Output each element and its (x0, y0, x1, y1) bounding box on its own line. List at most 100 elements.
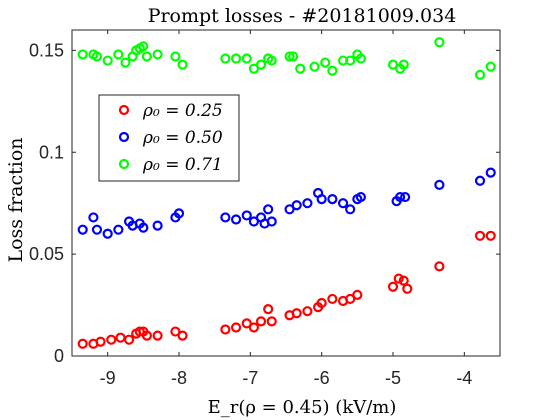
data-point (387, 281, 399, 292)
series-3 (77, 37, 496, 80)
data-point (77, 224, 88, 235)
y-tick-label: 0.05 (29, 244, 64, 264)
data-point (434, 37, 445, 48)
data-point (266, 316, 277, 327)
data-point (241, 53, 252, 64)
data-point (248, 322, 259, 333)
data-point (398, 59, 409, 70)
data-point (255, 59, 267, 70)
data-point (302, 198, 313, 209)
chart-title: Prompt losses - #20181009.034 (148, 5, 457, 27)
legend-marker (118, 131, 130, 143)
data-point (266, 216, 277, 227)
data-point (220, 324, 231, 335)
data-point (320, 57, 331, 68)
data-point (337, 198, 349, 209)
data-point (355, 191, 366, 203)
y-tick-label: 0.15 (29, 40, 64, 60)
data-point (474, 175, 486, 186)
data-point (291, 308, 302, 319)
x-tick-label: -9 (100, 368, 116, 388)
data-point (241, 318, 252, 329)
plot-area: -9 -8 -7 -6 -5 -4 0 0.05 0.1 0.15 (29, 29, 501, 388)
data-point (400, 191, 411, 203)
data-point (434, 179, 445, 190)
data-point (352, 289, 363, 300)
data-point (220, 212, 231, 223)
data-point (120, 57, 131, 68)
data-point (434, 261, 445, 272)
data-point (395, 191, 406, 203)
data-point (291, 200, 302, 211)
data-point (95, 336, 106, 347)
series-2 (77, 167, 496, 239)
legend-label: ρ₀ = 0.25 (142, 101, 223, 121)
data-point (77, 338, 88, 349)
data-point (295, 63, 306, 74)
data-point (485, 61, 496, 72)
data-point (152, 49, 163, 60)
data-point (113, 49, 124, 60)
data-point (387, 59, 399, 70)
data-point (402, 283, 413, 294)
data-point (327, 65, 338, 76)
data-point (230, 214, 242, 225)
data-point (474, 230, 486, 241)
data-point (485, 230, 496, 241)
data-point (263, 304, 274, 315)
data-point (152, 220, 163, 231)
data-point (177, 59, 188, 70)
data-point (102, 228, 113, 239)
data-point (266, 55, 277, 66)
data-point (345, 55, 356, 66)
series-1 (77, 230, 496, 349)
data-point (134, 326, 145, 337)
x-tick-label: -8 (171, 368, 187, 388)
data-point (102, 55, 113, 66)
data-point (309, 61, 320, 72)
y-tick-label: 0 (54, 346, 64, 366)
data-point (115, 332, 126, 343)
data-point (327, 194, 338, 205)
data-point (123, 334, 135, 345)
data-point (474, 69, 486, 80)
data-point (255, 316, 267, 327)
legend-label: ρ₀ = 0.71 (142, 155, 223, 175)
x-axis-label: E_r(ρ = 0.45) (kV/m) (208, 397, 397, 418)
data-point (263, 204, 274, 215)
legend: ρ₀ = 0.25 ρ₀ = 0.50 ρ₀ = 0.71 (98, 94, 240, 182)
data-point (345, 204, 356, 215)
data-point (398, 275, 409, 286)
legend-marker (118, 158, 130, 170)
data-point (230, 322, 242, 333)
data-point (345, 293, 356, 305)
data-point (152, 330, 163, 341)
x-tick-label: -5 (385, 368, 401, 388)
data-point (88, 212, 99, 223)
data-point (248, 216, 259, 227)
x-tick-label: -6 (314, 368, 330, 388)
data-point (138, 41, 149, 52)
data-point (327, 293, 338, 305)
data-point (355, 53, 366, 64)
data-point (91, 224, 103, 235)
data-point (393, 273, 404, 284)
legend-label: ρ₀ = 0.50 (142, 128, 223, 148)
data-point (138, 222, 149, 233)
data-point (177, 330, 188, 341)
data-point (485, 167, 496, 178)
data-point (316, 297, 327, 309)
data-point (288, 51, 299, 62)
data-point (141, 330, 152, 341)
x-tick-label: -7 (242, 368, 258, 388)
y-tick-label: 0.1 (39, 142, 64, 162)
data-point (77, 49, 88, 60)
legend-marker (118, 104, 130, 116)
data-point (241, 210, 252, 221)
data-point (302, 306, 313, 317)
data-point (248, 63, 259, 74)
data-point (284, 204, 295, 215)
data-point (141, 51, 152, 62)
data-point (284, 51, 295, 62)
